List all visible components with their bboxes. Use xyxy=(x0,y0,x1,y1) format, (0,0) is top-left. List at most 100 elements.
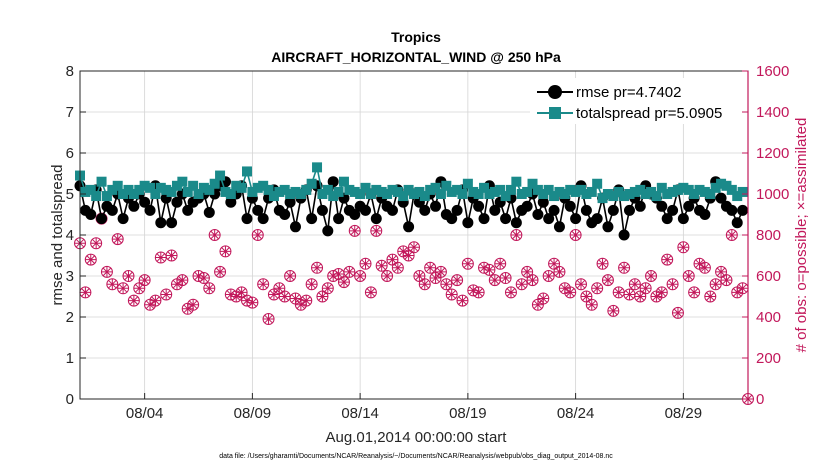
totalspread-point xyxy=(171,180,182,191)
obs-assimilated-point xyxy=(311,262,323,274)
rmse-point xyxy=(521,200,533,212)
totalspread-point xyxy=(608,191,619,202)
obs-assimilated-point xyxy=(122,270,134,282)
rmse-point xyxy=(532,209,544,220)
rmse-point xyxy=(537,196,549,208)
totalspread-point xyxy=(452,184,463,195)
totalspread-point xyxy=(242,166,252,177)
rmse-point xyxy=(333,213,345,225)
obs-assimilated-point xyxy=(268,288,280,300)
totalspread-point xyxy=(435,189,446,199)
totalspread-point xyxy=(419,191,430,202)
rmse-point xyxy=(252,204,264,216)
obs-assimilated-point xyxy=(403,250,415,261)
obs-assimilated-point xyxy=(79,286,91,298)
chart-title: Tropics xyxy=(391,29,441,45)
rmse-point xyxy=(322,225,334,237)
obs-assimilated-point xyxy=(737,282,749,294)
obs-assimilated-point xyxy=(176,274,188,286)
totalspread-point xyxy=(236,182,247,193)
obs-assimilated-point xyxy=(575,278,587,290)
obs-assimilated-point xyxy=(720,274,732,286)
totalspread-point xyxy=(182,186,193,197)
obs-assimilated-point xyxy=(214,266,226,278)
totalspread-point xyxy=(139,180,150,191)
obs-assimilated-point xyxy=(257,278,269,290)
obs-assimilated-point xyxy=(187,299,199,311)
rmse-point xyxy=(618,229,630,241)
y2-tick-label: 400 xyxy=(756,309,781,326)
y-tick-label: 1 xyxy=(66,350,74,367)
obs-assimilated-point xyxy=(715,266,727,278)
y2-tick-label: 1400 xyxy=(756,104,789,121)
obs-assimilated-point xyxy=(101,266,113,278)
rmse-point xyxy=(419,204,431,216)
obs-assimilated-point xyxy=(586,299,598,311)
obs-assimilated-point xyxy=(230,291,242,302)
rmse-point xyxy=(327,176,339,188)
rmse-point xyxy=(241,213,253,225)
obs-assimilated-point xyxy=(381,270,393,282)
totalspread-point xyxy=(112,180,123,191)
totalspread-point xyxy=(333,186,344,197)
obs-assimilated-point xyxy=(112,233,124,245)
obs-assimilated-point xyxy=(516,278,528,290)
obs-assimilated-point xyxy=(683,270,695,282)
totalspread-point xyxy=(495,184,506,195)
obs-assimilated-point xyxy=(640,282,652,294)
rmse-point xyxy=(699,209,711,220)
totalspread-point xyxy=(549,191,560,202)
obs-assimilated-point xyxy=(85,254,97,266)
totalspread-point xyxy=(554,186,565,197)
totalspread-point xyxy=(263,184,274,195)
rmse-point xyxy=(683,200,695,212)
y2-axis-label: # of obs: o=possible; ×=assimilated xyxy=(793,118,810,353)
x-tick-label: 08/29 xyxy=(665,405,703,422)
obs-assimilated-point xyxy=(155,252,167,264)
totalspread-point xyxy=(705,189,716,199)
y2-axis-ticks: 0 200 400 600 800 1000 1200 1400 1600 xyxy=(742,63,789,408)
totalspread-point xyxy=(640,189,651,199)
legend-rmse-label: rmse pr=4.7402 xyxy=(576,84,681,101)
obs-assimilated-point xyxy=(710,278,722,290)
totalspread-point xyxy=(80,186,91,197)
obs-assimilated-point xyxy=(634,291,646,302)
obs-assimilated-point xyxy=(494,258,506,270)
obs-assimilated-point xyxy=(273,282,285,294)
totalspread-point xyxy=(134,184,145,195)
totalspread-point xyxy=(527,178,538,189)
obs-assimilated-point xyxy=(618,262,630,274)
y2-tick-label: 1600 xyxy=(756,63,789,80)
rmse-point xyxy=(667,204,679,216)
totalspread-point xyxy=(301,184,312,195)
totalspread-point xyxy=(500,191,511,202)
totalspread-point xyxy=(635,184,646,195)
obs-assimilated-point xyxy=(349,225,361,237)
totalspread-point xyxy=(468,186,479,197)
obs-assimilated-point xyxy=(667,278,679,290)
obs-assimilated-point xyxy=(316,291,328,302)
totalspread-point xyxy=(204,184,215,195)
y2-tick-label: 200 xyxy=(756,350,781,367)
totalspread-point xyxy=(716,178,727,189)
totalspread-point xyxy=(403,184,414,195)
obs-assimilated-point xyxy=(677,241,689,253)
totalspread-point xyxy=(689,189,700,199)
y-tick-label: 3 xyxy=(66,268,74,285)
totalspread-point xyxy=(592,178,603,189)
obs-assimilated-point xyxy=(246,297,258,309)
totalspread-point xyxy=(586,186,597,197)
totalspread-point xyxy=(220,186,231,197)
obs-assimilated-point xyxy=(656,286,668,298)
obs-assimilated-point xyxy=(553,266,565,278)
obs-assimilated-point xyxy=(182,303,194,315)
obs-assimilated-point xyxy=(300,295,312,307)
totalspread-point xyxy=(295,189,306,199)
legend-rmse-marker xyxy=(548,85,562,99)
totalspread-point xyxy=(279,184,290,195)
rmse-point xyxy=(580,204,592,216)
totalspread-point xyxy=(85,184,96,195)
totalspread-point xyxy=(462,178,473,189)
totalspread-point xyxy=(198,182,209,193)
